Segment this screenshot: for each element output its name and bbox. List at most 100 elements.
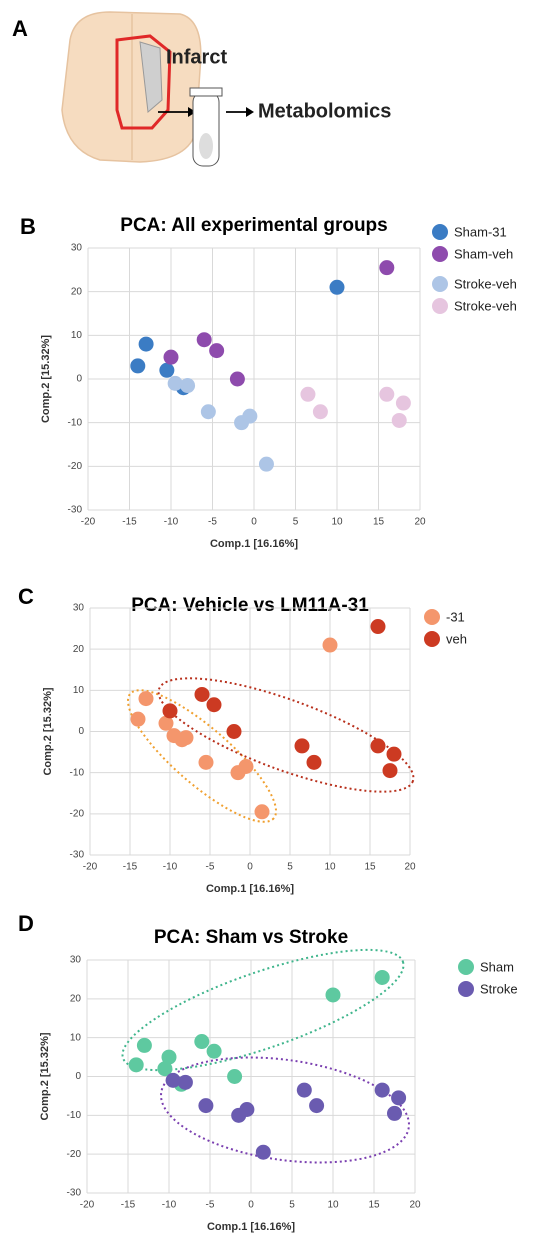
y-tick-label: -10 bbox=[70, 767, 85, 778]
point bbox=[386, 746, 402, 762]
label: Infarct bbox=[166, 46, 227, 68]
x-tick-label: 5 bbox=[287, 862, 293, 873]
legend-marker bbox=[432, 298, 448, 314]
point bbox=[130, 358, 146, 374]
chart-title: PCA: All experimental groups bbox=[120, 215, 387, 236]
point bbox=[322, 637, 338, 653]
point bbox=[294, 738, 310, 754]
x-tick-label: 5 bbox=[289, 1200, 295, 1211]
point bbox=[226, 724, 242, 739]
x-tick-label: -20 bbox=[83, 862, 98, 873]
y-tick-label: 30 bbox=[70, 955, 82, 966]
arrowhead bbox=[246, 107, 254, 117]
point bbox=[379, 386, 395, 402]
y-tick-label: -10 bbox=[68, 417, 83, 428]
point bbox=[177, 1074, 193, 1090]
point bbox=[138, 691, 154, 707]
point bbox=[196, 332, 212, 348]
point bbox=[198, 754, 214, 770]
tube-cap bbox=[189, 87, 223, 97]
x-axis-label: Comp.1 [16.16%] bbox=[206, 883, 294, 895]
y-tick-label: 0 bbox=[76, 374, 82, 385]
point bbox=[255, 1144, 271, 1160]
point bbox=[325, 987, 341, 1003]
point bbox=[227, 1069, 243, 1084]
x-tick-label: -10 bbox=[163, 862, 178, 873]
point bbox=[209, 343, 225, 359]
point bbox=[306, 754, 322, 770]
tube-sample bbox=[199, 133, 213, 159]
point bbox=[229, 371, 245, 387]
point bbox=[387, 1105, 402, 1121]
point bbox=[379, 260, 395, 276]
point bbox=[194, 686, 210, 702]
chart-title: PCA: Vehicle vs LM11A-31 bbox=[131, 595, 369, 616]
legend-marker bbox=[432, 224, 448, 240]
point bbox=[312, 404, 328, 420]
arrowhead bbox=[188, 107, 196, 117]
x-tick-label: 20 bbox=[414, 517, 426, 528]
x-tick-label: 20 bbox=[404, 862, 416, 873]
point bbox=[128, 1057, 144, 1073]
x-tick-label: -10 bbox=[164, 517, 179, 528]
y-tick-label: -10 bbox=[67, 1110, 82, 1121]
x-tick-label: -15 bbox=[121, 1200, 136, 1211]
x-tick-label: 0 bbox=[248, 1200, 254, 1211]
y-tick-label: -20 bbox=[68, 461, 83, 472]
point bbox=[159, 362, 175, 378]
point bbox=[370, 619, 386, 635]
x-tick-label: 15 bbox=[364, 862, 376, 873]
legend-label: -31 bbox=[446, 609, 465, 624]
point bbox=[136, 1037, 152, 1053]
x-tick-label: 10 bbox=[327, 1200, 339, 1211]
point bbox=[370, 738, 386, 754]
point bbox=[395, 395, 411, 411]
panel-label: C bbox=[18, 584, 34, 609]
point bbox=[206, 697, 222, 713]
point bbox=[198, 1098, 214, 1114]
y-tick-label: -30 bbox=[70, 850, 85, 861]
point bbox=[391, 1090, 407, 1106]
legend-label: Sham bbox=[480, 959, 514, 974]
x-tick-label: 20 bbox=[409, 1200, 421, 1211]
point bbox=[374, 1082, 390, 1098]
x-tick-label: -5 bbox=[206, 1200, 215, 1211]
point bbox=[200, 404, 216, 420]
x-tick-label: -20 bbox=[80, 1200, 95, 1211]
panel-label: B bbox=[20, 214, 36, 239]
point bbox=[309, 1098, 325, 1114]
x-axis-label: Comp.1 [16.16%] bbox=[207, 1221, 295, 1233]
y-tick-label: 0 bbox=[75, 1071, 81, 1082]
point bbox=[239, 1102, 255, 1118]
point bbox=[178, 730, 194, 746]
y-axis-label: Comp.2 [15.32%] bbox=[40, 335, 52, 423]
legend-label: veh bbox=[446, 631, 467, 646]
x-tick-label: -15 bbox=[122, 517, 137, 528]
point bbox=[206, 1043, 222, 1059]
y-tick-label: 30 bbox=[71, 243, 83, 254]
y-tick-label: 10 bbox=[73, 685, 85, 696]
y-axis-label: Comp.2 [15.32%] bbox=[42, 687, 54, 775]
x-tick-label: 15 bbox=[368, 1200, 380, 1211]
x-tick-label: -5 bbox=[208, 517, 217, 528]
y-tick-label: -20 bbox=[67, 1149, 82, 1160]
y-tick-label: 20 bbox=[71, 286, 83, 297]
group-ellipse bbox=[121, 948, 405, 1072]
point bbox=[158, 715, 174, 731]
y-tick-label: 10 bbox=[71, 330, 83, 341]
point bbox=[238, 758, 254, 774]
group-ellipse bbox=[157, 677, 415, 793]
infarct-outline bbox=[115, 34, 172, 130]
x-tick-label: -10 bbox=[162, 1200, 177, 1211]
y-tick-label: 10 bbox=[70, 1032, 82, 1043]
point bbox=[254, 804, 270, 820]
y-tick-label: 20 bbox=[73, 644, 85, 655]
panel-label: D bbox=[18, 911, 34, 936]
legend-marker bbox=[432, 246, 448, 262]
x-tick-label: 0 bbox=[251, 517, 257, 528]
group-ellipse bbox=[126, 689, 278, 823]
group-ellipse bbox=[160, 1056, 410, 1164]
point bbox=[382, 763, 398, 779]
legend-label: Sham-31 bbox=[454, 224, 507, 239]
